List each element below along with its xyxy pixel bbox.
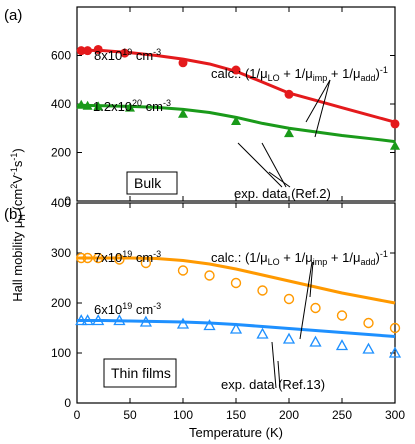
exp-point-a-0-1 (83, 46, 93, 56)
box-label-frame-b (103, 358, 177, 388)
annotation-leader-a3 (237, 142, 283, 188)
y-tick-label-b-400: 400 (51, 196, 71, 210)
exp-point-b-1-12 (362, 342, 375, 354)
exp-point-b-0-6 (204, 270, 215, 281)
exp-point-a-1-4 (178, 108, 188, 118)
x-tick-label-b-0: 0 (74, 408, 81, 422)
panel-label-b: (b) (4, 206, 22, 223)
exp-point-b-0-7 (230, 277, 242, 289)
panel-label-a: (a) (4, 7, 22, 24)
calc-formula-b: calc.: (1/μLO + 1/μimp + 1/μadd)-1 (211, 249, 388, 267)
box-label-a: Bulk (134, 175, 162, 191)
box-label-b: Thin films (111, 365, 171, 381)
exp-point-b-1-13 (388, 346, 402, 358)
x-tick-label-b-300: 300 (385, 408, 405, 422)
exp-point-a-1-5 (231, 115, 241, 125)
axis-ticks-a: 0 200 400 600 (51, 6, 396, 208)
exp-point-b-1-2 (92, 314, 105, 326)
x-tick-label-b-250: 250 (332, 408, 352, 422)
legend-b-series2: 6x1019 cm-3 (94, 301, 161, 317)
exp-point-a-0-0 (76, 46, 86, 56)
curves-a (76, 48, 396, 144)
annotation-leader-a2 (314, 79, 331, 138)
exp-point-b-1-3 (113, 314, 126, 326)
exp-note-a: exp. data (Ref.2) (234, 186, 331, 201)
legend-b-series1: 7x1019 cm-3 (94, 249, 161, 265)
exp-point-a-0-3 (120, 48, 130, 58)
exp-point-b-1-6 (203, 319, 216, 331)
exp-point-b-0-1 (82, 252, 93, 264)
annotation-leader-b3 (271, 341, 277, 389)
exp-point-b-0-13 (389, 322, 401, 334)
y-tick-label-a-200: 200 (51, 146, 71, 160)
calc-curve-b-0 (77, 256, 396, 305)
exp-point-b-0-10 (310, 302, 321, 314)
exp-note-b: exp. data (Ref.13) (221, 377, 325, 392)
annotation-leader-a1 (305, 79, 331, 123)
exp-point-a-1-2 (93, 101, 104, 111)
exp-point-a-0-6 (284, 89, 294, 99)
x-axis-label: Temperature (K) (189, 425, 283, 440)
axis-ticks-b: 0 50 100 150 200 250 300 0 100 200 300 400 (51, 196, 405, 422)
legend-a-series2: 1.2x1020 cm-3 (93, 98, 171, 114)
exp-point-b-0-12 (363, 317, 374, 329)
y-tick-label-b-300: 300 (51, 246, 71, 260)
y-axis-label-a: Hall mobility μH (cm2V-1s-1) (9, 148, 27, 302)
exp-point-b-0-5 (177, 265, 189, 276)
annotation-leader-a5 (268, 171, 291, 188)
points-b (75, 252, 402, 358)
exp-point-a-0-7 (390, 119, 400, 129)
y-tick-label-b-0: 0 (64, 396, 71, 410)
exp-point-a-1-6 (284, 128, 294, 138)
exp-point-a-0-4 (178, 58, 188, 68)
y-tick-label-a-0: 0 (64, 194, 71, 208)
exp-point-b-1-10 (309, 335, 322, 347)
y-tick-label-a-600: 600 (51, 49, 71, 63)
box-label-frame-a (126, 171, 178, 195)
annotation-leader-a4 (261, 142, 287, 188)
exp-point-b-1-11 (335, 339, 349, 351)
y-tick-label-b-200: 200 (51, 296, 71, 310)
x-tick-label-b-150: 150 (226, 408, 246, 422)
exp-point-b-1-0 (75, 314, 88, 326)
exp-point-b-1-1 (81, 314, 94, 326)
exp-point-b-1-9 (282, 332, 296, 344)
annotation-leader-b4 (277, 360, 281, 389)
panel-b: (b) 0 50 100 150 200 250 300 0 100 200 300 400 7x10… (4, 196, 405, 422)
exp-point-b-1-7 (229, 322, 243, 334)
exp-point-b-0-11 (336, 310, 348, 321)
x-tick-label-b-200: 200 (279, 408, 299, 422)
exp-point-a-1-0 (76, 99, 87, 109)
exp-point-b-0-8 (257, 285, 268, 296)
exp-point-a-0-5 (231, 65, 241, 75)
y-tick-label-a-400: 400 (51, 97, 71, 111)
calc-formula-a: calc.: (1/μLO + 1/μimp + 1/μadd)-1 (211, 65, 388, 83)
exp-point-b-0-0 (76, 252, 87, 264)
exp-point-a-1-1 (82, 100, 93, 110)
annotation-leader-b1 (309, 261, 314, 298)
legend-a-series1: 8x1019 cm-3 (94, 47, 161, 63)
exp-point-a-0-2 (93, 44, 103, 54)
exp-point-b-0-4 (140, 257, 152, 269)
exp-point-b-1-4 (139, 315, 153, 327)
exp-point-b-0-2 (92, 252, 104, 264)
exp-point-a-1-3 (125, 102, 135, 112)
x-tick-label-b-100: 100 (173, 408, 193, 422)
x-tick-label-b-50: 50 (123, 408, 137, 422)
exp-point-b-0-9 (283, 293, 295, 305)
annotation-leader-b2 (299, 261, 313, 340)
points-a (76, 44, 400, 150)
exp-point-a-1-7 (390, 140, 400, 150)
exp-point-b-1-5 (176, 317, 190, 329)
exp-point-b-1-8 (256, 327, 269, 339)
exp-point-b-0-3 (114, 254, 125, 265)
y-tick-label-b-100: 100 (51, 346, 71, 360)
panel-a: (a) 0 200 400 600 8x1019 cm-3 1.2x1020 cm-3… (4, 6, 400, 208)
